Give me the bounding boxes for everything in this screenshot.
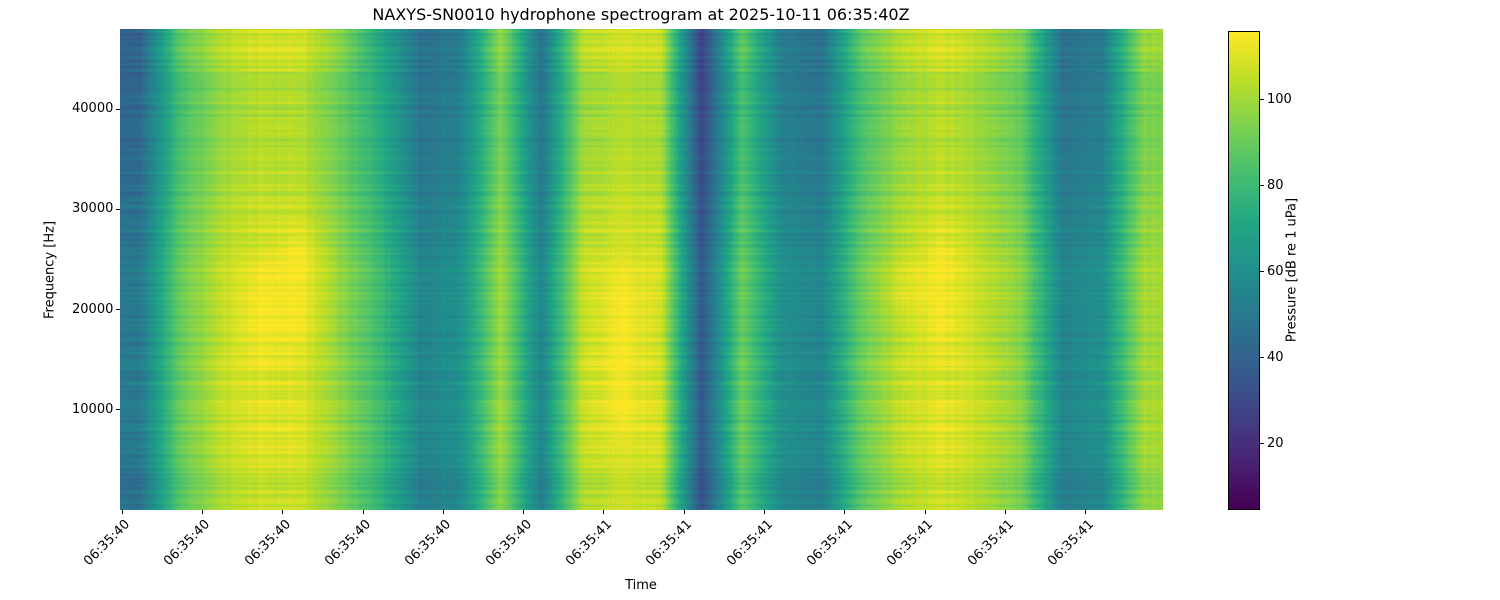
- tick-mark: [362, 510, 364, 514]
- tick-mark: [1260, 443, 1264, 445]
- tick-mark: [1005, 510, 1006, 514]
- tick-mark: [1260, 271, 1264, 273]
- y-axis-label: Frequency [Hz]: [42, 220, 58, 320]
- colorbar-label: Pressure [dB re 1 uPa]: [1284, 197, 1300, 343]
- tick-mark: [116, 108, 120, 110]
- tick-mark: [442, 510, 444, 514]
- tick-mark: [924, 510, 926, 514]
- tick-mark: [1260, 357, 1264, 359]
- y-tick-label: 30000: [72, 201, 114, 217]
- x-tick-label: 06:35:40: [81, 517, 134, 569]
- x-tick-label: 06:35:41: [964, 517, 1017, 569]
- colorbar-tick-label: 40: [1267, 349, 1284, 365]
- tick-mark: [1260, 99, 1264, 101]
- tick-mark: [683, 510, 685, 514]
- colorbar-tick-label: 100: [1267, 91, 1292, 107]
- tick-mark: [116, 409, 120, 411]
- x-tick-label: 06:35:40: [161, 517, 214, 569]
- tick-mark: [844, 510, 846, 514]
- tick-mark: [116, 309, 120, 311]
- tick-mark: [121, 510, 123, 514]
- tick-mark: [1085, 510, 1087, 514]
- tick-mark: [523, 510, 525, 514]
- tick-mark: [1260, 185, 1264, 187]
- x-tick-label: 06:35:41: [643, 517, 696, 569]
- tick-mark: [764, 510, 766, 514]
- tick-mark: [282, 510, 284, 514]
- colorbar-tick-label: 20: [1267, 435, 1284, 451]
- colorbar-tick-label: 80: [1267, 177, 1284, 193]
- spectrogram-heatmap: [120, 29, 1163, 510]
- x-axis-label: Time: [625, 578, 657, 593]
- y-tick-label: 40000: [72, 101, 114, 117]
- x-tick-label: 06:35:41: [803, 517, 856, 569]
- x-tick-label: 06:35:40: [482, 517, 535, 569]
- tick-mark: [201, 510, 203, 514]
- colorbar-gradient: [1228, 31, 1260, 510]
- x-tick-label: 06:35:41: [1044, 517, 1097, 569]
- y-tick-label: 20000: [72, 301, 114, 317]
- x-tick-label: 06:35:41: [884, 517, 937, 569]
- tick-mark: [116, 208, 120, 210]
- x-tick-label: 06:35:41: [563, 517, 615, 569]
- tick-mark: [603, 510, 605, 514]
- x-tick-label: 06:35:40: [241, 517, 294, 569]
- x-tick-label: 06:35:41: [723, 517, 776, 569]
- chart-title: NAXYS-SN0010 hydrophone spectrogram at 2…: [372, 5, 910, 24]
- colorbar-tick-label: 60: [1267, 263, 1284, 279]
- x-tick-label: 06:35:40: [322, 517, 375, 569]
- y-tick-label: 10000: [72, 401, 114, 417]
- x-tick-label: 06:35:40: [402, 517, 455, 569]
